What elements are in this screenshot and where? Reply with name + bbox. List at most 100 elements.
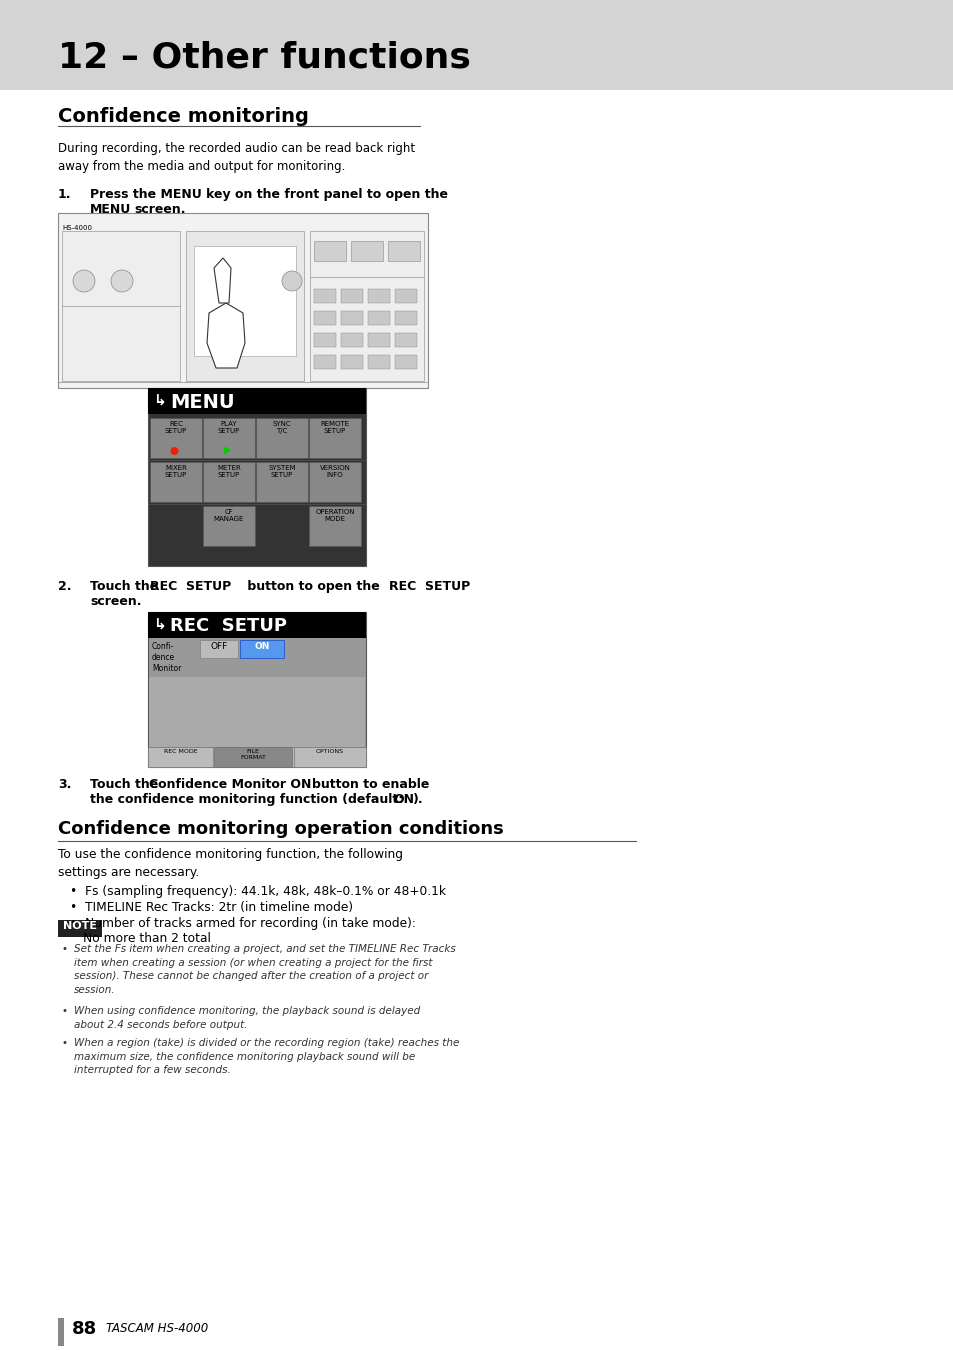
Text: MENU: MENU (170, 393, 234, 412)
Bar (314, 242, 346, 261)
Text: 2.: 2. (58, 580, 71, 593)
Text: REC  SETUP: REC SETUP (150, 580, 231, 593)
Circle shape (111, 270, 132, 292)
Bar (58, 919, 102, 937)
Bar (203, 462, 254, 502)
Text: To use the confidence monitoring function, the following
settings are necessary.: To use the confidence monitoring functio… (58, 848, 402, 879)
Circle shape (282, 271, 302, 292)
Text: •  Number of tracks armed for recording (in take mode):: • Number of tracks armed for recording (… (70, 917, 416, 930)
Text: SYNC
T/C: SYNC T/C (273, 421, 291, 433)
Text: ).: ). (413, 792, 423, 806)
Text: ↳: ↳ (152, 617, 166, 632)
Bar (203, 506, 254, 545)
Bar (148, 612, 366, 767)
Bar (150, 418, 202, 458)
Text: When using confidence monitoring, the playback sound is delayed
about 2.4 second: When using confidence monitoring, the pl… (74, 1006, 420, 1030)
Bar (340, 355, 363, 369)
Text: REMOTE
SETUP: REMOTE SETUP (320, 421, 349, 433)
Text: ON: ON (393, 792, 414, 806)
Text: Confidence monitoring operation conditions: Confidence monitoring operation conditio… (58, 819, 503, 838)
Bar (395, 310, 416, 325)
Bar (309, 462, 360, 502)
Text: OPTIONS: OPTIONS (315, 749, 344, 755)
Bar (395, 355, 416, 369)
Text: NOTE: NOTE (63, 921, 97, 931)
Text: Press the MENU key on the front panel to open the: Press the MENU key on the front panel to… (90, 188, 448, 201)
Bar (294, 747, 366, 767)
Bar (340, 310, 363, 325)
Text: MIXER
SETUP: MIXER SETUP (165, 464, 187, 478)
Bar (148, 387, 366, 566)
Bar (368, 355, 390, 369)
Text: •  Fs (sampling frequency): 44.1k, 48k, 48k–0.1% or 48+0.1k: • Fs (sampling frequency): 44.1k, 48k, 4… (70, 886, 446, 898)
Text: When a region (take) is divided or the recording region (take) reaches the
maxim: When a region (take) is divided or the r… (74, 1038, 459, 1075)
Text: CF
MANAGE: CF MANAGE (213, 509, 244, 522)
Text: Confidence monitoring: Confidence monitoring (58, 107, 309, 126)
Text: the confidence monitoring function (default:: the confidence monitoring function (defa… (90, 792, 407, 806)
Bar (395, 289, 416, 302)
Text: 12 – Other functions: 12 – Other functions (58, 40, 471, 76)
Text: screen.: screen. (133, 202, 185, 216)
Text: REC  SETUP: REC SETUP (170, 617, 287, 634)
Text: REC
SETUP: REC SETUP (165, 421, 187, 433)
Text: MENU: MENU (90, 202, 132, 216)
Bar (200, 640, 237, 657)
Bar (255, 418, 308, 458)
Bar (310, 231, 423, 381)
Bar (148, 747, 213, 767)
Text: Set the Fs item when creating a project, and set the TIMELINE Rec Tracks
item wh: Set the Fs item when creating a project,… (74, 944, 456, 995)
Text: •  TIMELINE Rec Tracks: 2tr (in timeline mode): • TIMELINE Rec Tracks: 2tr (in timeline … (70, 900, 353, 914)
Text: METER
SETUP: METER SETUP (217, 464, 240, 478)
Bar (58, 1318, 64, 1346)
Bar (314, 289, 335, 302)
Text: 3.: 3. (58, 778, 71, 791)
Text: Confidence Monitor ON: Confidence Monitor ON (149, 778, 311, 791)
Bar (255, 462, 308, 502)
Text: OFF: OFF (211, 643, 228, 651)
Text: OPERATION
MODE: OPERATION MODE (314, 509, 355, 522)
Text: HS-4000: HS-4000 (62, 225, 91, 231)
Text: TASCAM HS-4000: TASCAM HS-4000 (106, 1322, 208, 1335)
Text: Touch the: Touch the (90, 778, 162, 791)
Text: Confi-
dence
Monitor: Confi- dence Monitor (152, 643, 181, 674)
Text: SYSTEM
SETUP: SYSTEM SETUP (268, 464, 295, 478)
Text: REC  SETUP: REC SETUP (389, 580, 470, 593)
Text: button to open the: button to open the (243, 580, 384, 593)
Bar (148, 747, 366, 767)
Text: 88: 88 (71, 1320, 97, 1338)
Bar (186, 231, 304, 381)
Text: 1.: 1. (58, 188, 71, 201)
Bar (58, 213, 428, 387)
Text: ON: ON (254, 643, 270, 651)
Bar (314, 310, 335, 325)
Text: •: • (62, 944, 68, 954)
Bar (0, 0, 953, 90)
Polygon shape (213, 258, 231, 302)
Bar (193, 246, 295, 356)
Text: •: • (62, 1038, 68, 1048)
Text: ▶: ▶ (224, 446, 231, 455)
Bar (351, 242, 382, 261)
Text: button to enable: button to enable (312, 778, 429, 791)
Text: During recording, the recorded audio can be read back right
away from the media : During recording, the recorded audio can… (58, 142, 415, 173)
Bar (388, 242, 419, 261)
Bar (148, 387, 366, 414)
Bar (148, 612, 366, 639)
Bar (203, 418, 254, 458)
Bar (240, 640, 284, 657)
Bar (309, 418, 360, 458)
Bar (368, 289, 390, 302)
Text: REC MODE: REC MODE (164, 749, 197, 755)
Circle shape (73, 270, 95, 292)
Text: PLAY
SETUP: PLAY SETUP (217, 421, 240, 433)
Bar (213, 747, 292, 767)
Text: No more than 2 total: No more than 2 total (83, 931, 211, 945)
Circle shape (171, 447, 178, 455)
Bar (150, 462, 202, 502)
Bar (309, 506, 360, 545)
Text: ↳: ↳ (152, 393, 166, 408)
Text: •: • (62, 1006, 68, 1017)
Bar (62, 231, 180, 381)
Polygon shape (207, 302, 245, 369)
Text: screen.: screen. (90, 595, 141, 608)
